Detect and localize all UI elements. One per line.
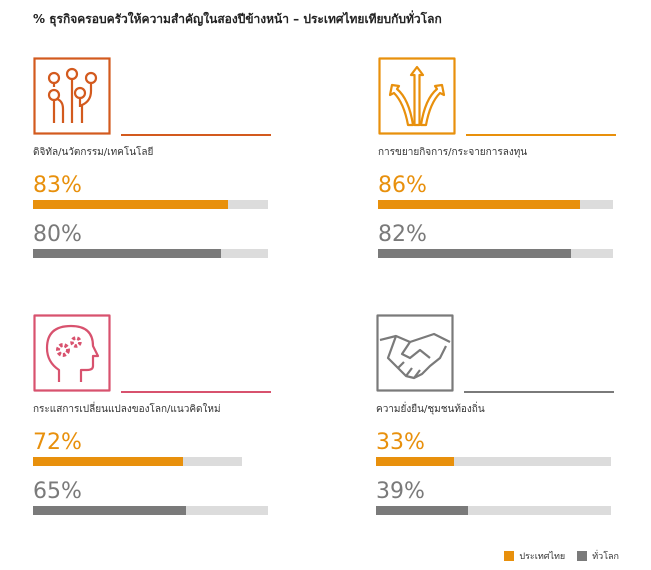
global-bar xyxy=(378,249,571,258)
handshake-icon xyxy=(376,314,454,392)
global-value-label: 39% xyxy=(376,479,425,504)
global-bar xyxy=(376,506,468,515)
global-value-label: 65% xyxy=(33,479,82,504)
legend-item-global: ทั่วโลก xyxy=(577,549,619,563)
global-bar xyxy=(33,249,221,258)
thailand-bar-track xyxy=(33,457,242,466)
panel-global-change: กระแสการเปลี่ยนแปลงของโลก/แนวคิดใหม่ 72%… xyxy=(33,314,273,529)
thailand-bar xyxy=(378,200,581,209)
legend-label-global: ทั่วโลก xyxy=(592,552,619,562)
global-bar-track xyxy=(376,506,611,515)
thailand-bar-track xyxy=(33,200,268,209)
legend-item-thailand: ประเทศไทย xyxy=(504,549,565,563)
thailand-bar xyxy=(33,200,229,209)
global-bar-track xyxy=(33,506,268,515)
global-bar xyxy=(33,506,186,515)
legend-swatch-global xyxy=(577,551,588,561)
global-bar-track xyxy=(378,249,613,258)
category-label: ความยั่งยืน/ชุมชนท้องถิ่น xyxy=(376,404,485,415)
global-value-label: 80% xyxy=(33,222,82,247)
head-gears-icon xyxy=(33,314,111,392)
thailand-bar xyxy=(376,457,454,466)
thailand-bar xyxy=(33,457,184,466)
legend: ประเทศไทย ทั่วโลก xyxy=(492,549,619,563)
thailand-value-label: 86% xyxy=(378,173,427,198)
panel-rule xyxy=(464,391,614,393)
panel-expansion: การขยายกิจการ/กระจายการลงทุน 86% 82% xyxy=(378,57,618,272)
thailand-value-label: 33% xyxy=(376,430,425,455)
circuit-icon xyxy=(33,57,111,135)
legend-swatch-thailand xyxy=(504,551,515,561)
legend-label-thailand: ประเทศไทย xyxy=(519,552,566,562)
panel-rule xyxy=(121,391,271,393)
diverging-arrows-icon xyxy=(378,57,456,135)
panel-rule xyxy=(466,134,616,136)
panel-digital: ดิจิทัล/นวัตกรรม/เทคโนโลยี 83% 80% xyxy=(33,57,273,272)
global-bar-track xyxy=(33,249,268,258)
panel-rule xyxy=(121,134,271,136)
category-label: การขยายกิจการ/กระจายการลงทุน xyxy=(378,147,528,158)
global-value-label: 82% xyxy=(378,222,427,247)
category-label: ดิจิทัล/นวัตกรรม/เทคโนโลยี xyxy=(33,147,154,158)
chart-title: % ธุรกิจครอบครัวให้ความสำคัญในสองปีข้างห… xyxy=(33,12,442,26)
category-label: กระแสการเปลี่ยนแปลงของโลก/แนวคิดใหม่ xyxy=(33,404,221,415)
thailand-bar-track xyxy=(378,200,613,209)
panel-sustainability: ความยั่งยืน/ชุมชนท้องถิ่น 33% 39% xyxy=(376,314,616,529)
thailand-value-label: 72% xyxy=(33,430,82,455)
thailand-value-label: 83% xyxy=(33,173,82,198)
thailand-bar-track xyxy=(376,457,611,466)
